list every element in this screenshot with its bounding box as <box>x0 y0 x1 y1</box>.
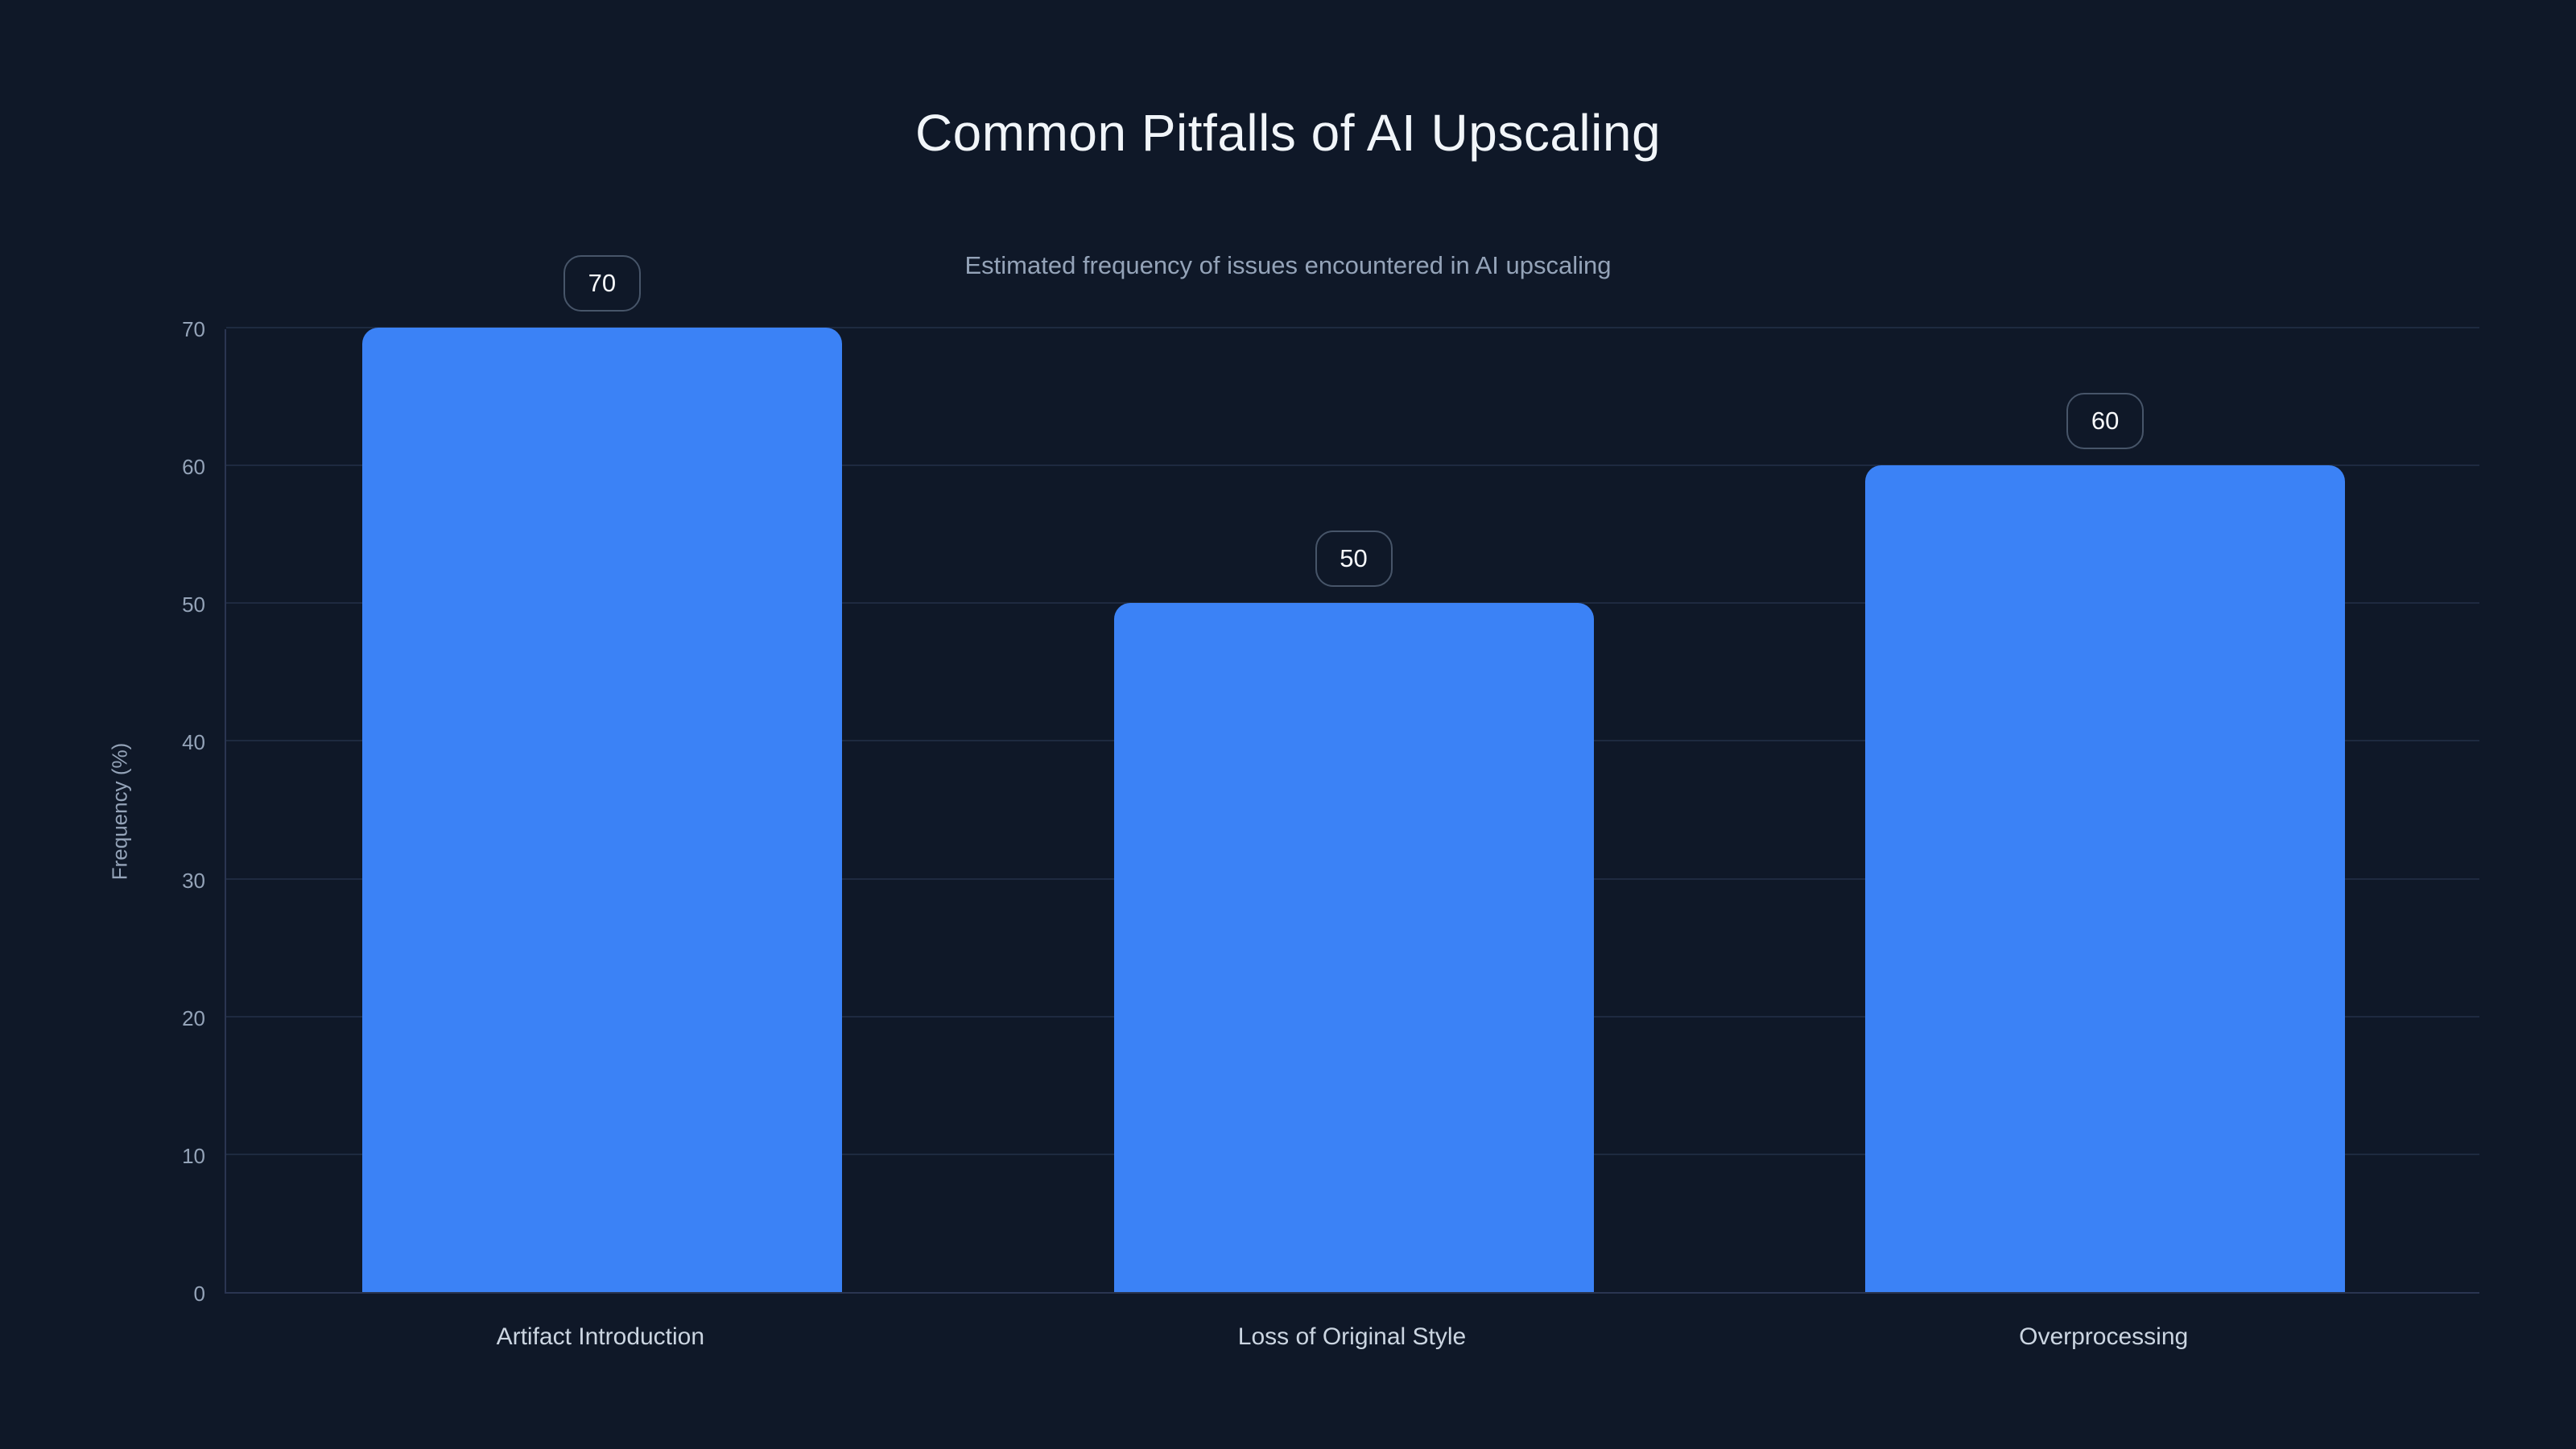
y-tick-label-0: 0 <box>193 1282 205 1306</box>
bar-loss-of-original-style <box>1113 603 1594 1292</box>
y-tick-label-10: 10 <box>182 1143 205 1168</box>
value-badge-loss-of-original-style: 50 <box>1315 530 1393 588</box>
y-axis-title: Frequency (%) <box>107 742 132 881</box>
x-axis-label-artifact-introduction: Artifact Introduction <box>496 1323 705 1350</box>
y-tick-label-50: 50 <box>182 592 205 617</box>
gridline-60 <box>226 464 2479 467</box>
gridline-70 <box>226 327 2479 328</box>
bar-artifact-introduction <box>361 328 842 1292</box>
value-badge-artifact-introduction: 70 <box>563 255 641 312</box>
bar-overprocessing <box>1865 465 2346 1292</box>
x-axis-label-overprocessing: Overprocessing <box>2019 1323 2189 1350</box>
plot-area: 70 50 60 <box>225 255 2479 1294</box>
x-axis-label-loss-of-original-style: Loss of Original Style <box>1237 1323 1467 1350</box>
y-tick-label-60: 60 <box>182 455 205 480</box>
chart-title: Common Pitfalls of AI Upscaling <box>914 104 1662 162</box>
y-tick-label-20: 20 <box>182 1005 205 1030</box>
value-badge-overprocessing: 60 <box>2066 393 2145 450</box>
y-tick-label-70: 70 <box>182 317 205 341</box>
y-tick-label-30: 30 <box>182 868 205 893</box>
y-tick-label-40: 40 <box>182 730 205 755</box>
chart-subtitle: Estimated frequency of issues encountere… <box>964 251 1612 279</box>
